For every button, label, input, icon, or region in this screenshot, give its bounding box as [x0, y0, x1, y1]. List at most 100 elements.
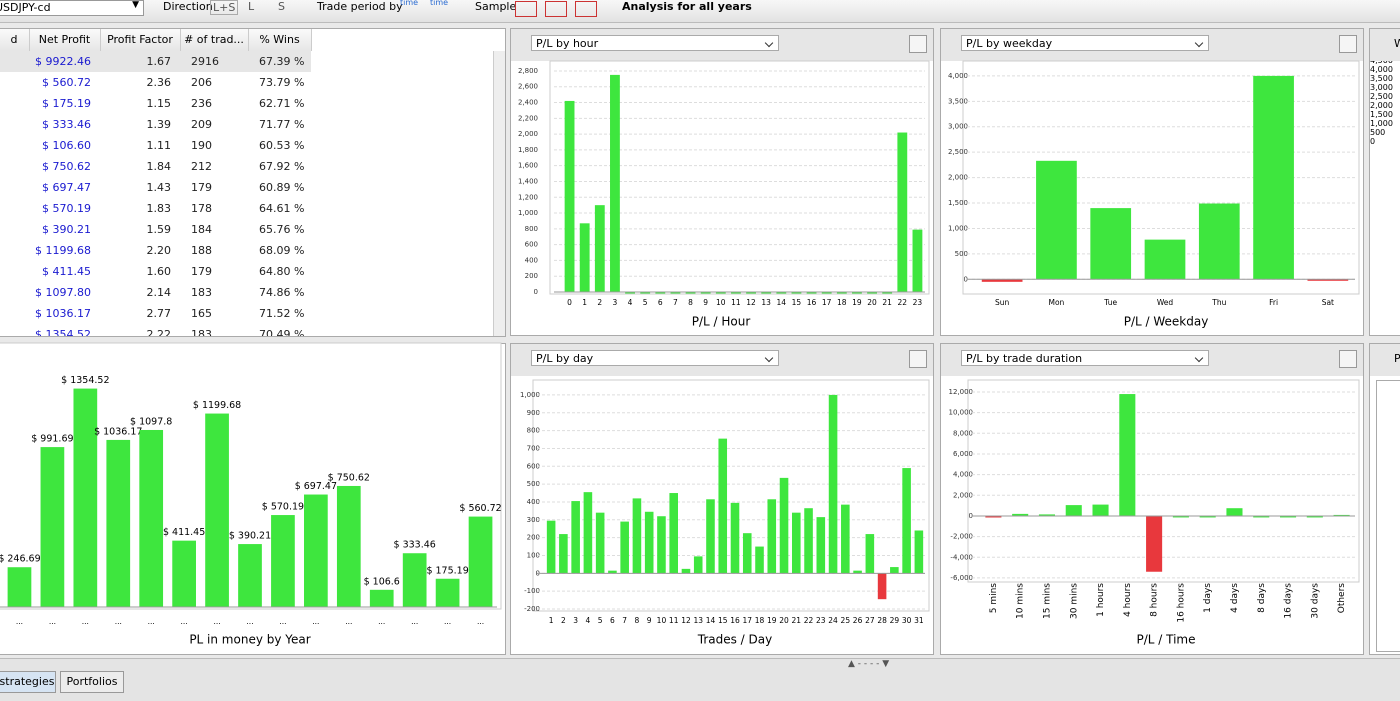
symbol-select[interactable]: USDJPY-cd ▼	[0, 0, 144, 16]
splitter[interactable]: ▲ - - - - ▼	[848, 659, 890, 669]
x-tick-label: 8 days	[1257, 583, 1267, 613]
bar	[731, 292, 741, 294]
y-tick-label: 2,000	[953, 491, 973, 499]
cut-title: P	[1394, 352, 1400, 365]
x-tick-label: 13	[761, 298, 771, 307]
table-cell: 68.09 %	[259, 244, 305, 257]
plot-area	[549, 60, 930, 295]
bar	[669, 493, 678, 574]
x-tick-label: 6	[658, 298, 663, 307]
y-tick-label: 1,800	[518, 146, 538, 154]
bar	[779, 477, 789, 574]
table-cell: 236	[191, 97, 212, 110]
y-tick-label: 1,000	[520, 391, 540, 399]
table-cell: $ 9922.46	[35, 55, 91, 68]
value-label: $ 1199.68	[193, 400, 241, 411]
plot-area	[532, 379, 930, 612]
expand[interactable]	[909, 350, 927, 368]
expand[interactable]	[909, 35, 927, 53]
toggle[interactable]: L	[248, 0, 255, 13]
y-tick-label: 800	[527, 427, 540, 435]
x-tick-label: 19	[852, 298, 862, 307]
chart-select[interactable]: P/L by day	[531, 350, 779, 366]
chart-select[interactable]: P/L by weekday	[961, 35, 1209, 51]
x-tick-label: Thu	[1211, 298, 1226, 307]
y-tick-label: 400	[525, 256, 538, 264]
bar	[655, 292, 666, 294]
y-tick-label: 300	[527, 516, 540, 524]
x-tick-label: 29	[890, 616, 900, 625]
x-tick-label: 1 days	[1203, 583, 1213, 613]
bar	[730, 502, 740, 574]
x-tick-label: 4	[586, 616, 591, 625]
x-tick-label: Fri	[1269, 298, 1278, 307]
time-button[interactable]: time	[400, 0, 419, 7]
table-cell: $ 750.62	[42, 160, 91, 173]
bar	[867, 292, 877, 294]
table-cell: $ 106.60	[42, 139, 91, 152]
cut-tick-label: 1,500	[1370, 110, 1393, 119]
bar	[791, 292, 802, 294]
axis-title: PL in money by Year	[189, 633, 310, 647]
tab[interactable]: Portfolios	[60, 671, 124, 693]
axis-title: P/L / Hour	[692, 315, 751, 329]
value-label: $ 750.62	[328, 472, 370, 483]
y-tick-label: 3,500	[948, 97, 968, 105]
table-cell: 1.11	[146, 139, 172, 152]
x-tick-label: 16 hours	[1176, 583, 1186, 623]
y-tick-label: 600	[527, 462, 540, 470]
expand[interactable]	[1339, 35, 1357, 53]
icon[interactable]	[545, 1, 567, 17]
x-tick-label: 15 mins	[1042, 583, 1052, 619]
table-cell: 70.49 %	[259, 328, 305, 337]
bar	[693, 556, 703, 574]
icon[interactable]	[575, 1, 597, 17]
table-cell: 71.52 %	[259, 307, 305, 320]
chart-select[interactable]: P/L by trade duration	[961, 350, 1209, 366]
expand[interactable]	[1339, 350, 1357, 368]
x-tick-label: 24	[828, 616, 838, 625]
label: Sample	[475, 0, 517, 13]
x-tick-label: 22	[898, 298, 908, 307]
x-tick-label: 16	[730, 616, 740, 625]
y-tick-label: 0	[534, 288, 538, 296]
time-button[interactable]: time	[430, 0, 449, 7]
toggle[interactable]: S	[278, 0, 285, 13]
table-cell: $ 570.19	[42, 202, 91, 215]
symbol: USDJPY-cd	[0, 1, 51, 14]
chart-select[interactable]: P/L by hour	[531, 35, 779, 51]
bar	[1146, 515, 1163, 572]
value-label: $ 1036.17	[94, 426, 142, 437]
x-tick-label: ...	[411, 617, 418, 626]
bar	[583, 492, 593, 574]
scrollbar[interactable]	[493, 51, 505, 336]
icon[interactable]	[515, 1, 537, 17]
x-tick-label: 2	[561, 616, 566, 625]
tab[interactable]: strategies	[0, 671, 56, 693]
y-tick-label: 1,200	[518, 193, 538, 201]
cut-tick-label: 0	[1370, 137, 1376, 146]
bar	[1280, 515, 1297, 518]
x-tick-label: 3	[573, 616, 578, 625]
bar	[841, 504, 850, 574]
toggle[interactable]: L+S	[210, 0, 239, 15]
x-tick-label: ...	[345, 617, 352, 626]
y-tick-label: 200	[527, 534, 540, 542]
table-cell: 1.83	[146, 202, 172, 215]
x-tick-label: 16	[807, 298, 817, 307]
bar	[1172, 515, 1189, 518]
x-tick-label: 9	[647, 616, 652, 625]
table-cell: 184	[191, 223, 212, 236]
bar	[205, 413, 229, 607]
cut-tick-label: 1,000	[1370, 119, 1393, 128]
bar	[336, 485, 361, 607]
x-tick-label: 12	[681, 616, 691, 625]
bar	[914, 530, 924, 574]
y-tick-label: 1,400	[518, 177, 538, 185]
analysis-title: Analysis for all years	[622, 0, 752, 13]
x-tick-label: 4 hours	[1123, 583, 1133, 617]
bar	[559, 534, 568, 574]
bar	[715, 292, 726, 294]
panel-header: P/L by hour	[511, 29, 933, 61]
